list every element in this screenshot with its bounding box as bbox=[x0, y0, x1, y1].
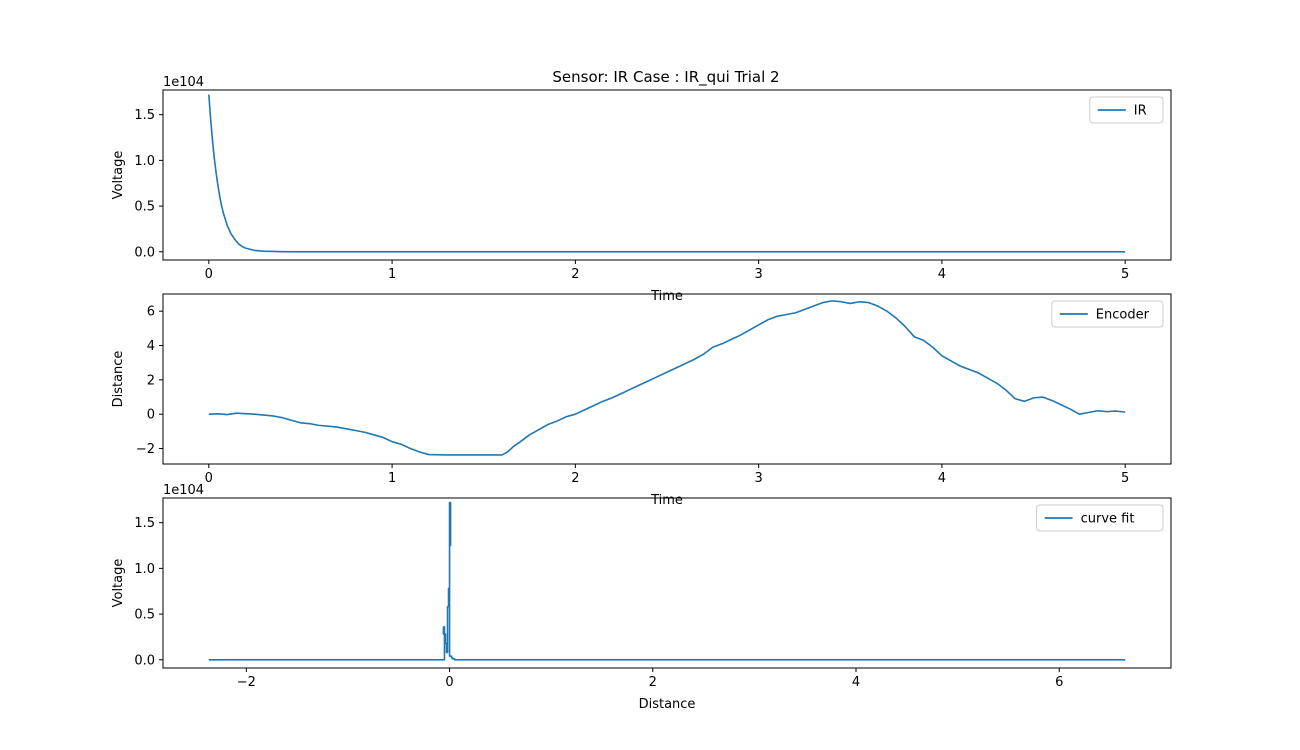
legend: IR bbox=[1089, 96, 1164, 124]
series-line-1 bbox=[208, 94, 1126, 253]
x-tick-label: 0 bbox=[205, 471, 213, 486]
y-offset-label: 1e104 bbox=[163, 75, 204, 90]
y-tick-label: 1.0 bbox=[134, 154, 155, 169]
y-tick-label: 0.0 bbox=[134, 653, 155, 668]
x-tick-label: 0 bbox=[205, 267, 213, 282]
x-tick-label: 2 bbox=[571, 267, 579, 282]
axes-frame bbox=[162, 497, 1172, 669]
x-tick-label: 2 bbox=[649, 675, 657, 690]
y-offset-label: 1e104 bbox=[163, 483, 204, 498]
y-tick-label: 0.5 bbox=[134, 200, 155, 215]
x-tick-label: 4 bbox=[938, 267, 946, 282]
subplot-1: 0 1 2 3 4 5 0.0 0.5 1.0 1.5 Time Voltage 1e104 IR bbox=[111, 75, 1172, 304]
x-axis-label: Time bbox=[650, 289, 683, 304]
x-tick-label: 3 bbox=[754, 471, 762, 486]
subplots: 0 1 2 3 4 5 0.0 0.5 1.0 1.5 Time Voltage 1e104 IR 0 1 2 3… bbox=[111, 75, 1172, 712]
axes-frame bbox=[162, 89, 1172, 261]
x-tick-label: 2 bbox=[571, 471, 579, 486]
x-tick-label: 1 bbox=[388, 471, 396, 486]
y-tick-label: 2 bbox=[147, 373, 155, 388]
x-tick-label: −2 bbox=[237, 675, 256, 690]
x-tick-label: 6 bbox=[1055, 675, 1063, 690]
x-axis-label: Distance bbox=[639, 697, 696, 712]
axes-frame bbox=[162, 293, 1172, 465]
legend-box bbox=[1089, 96, 1164, 124]
y-tick-label: 0.0 bbox=[134, 245, 155, 260]
legend-label: Encoder bbox=[1096, 308, 1150, 323]
y-tick-label: −2 bbox=[136, 442, 155, 457]
y-tick-label: 4 bbox=[147, 339, 155, 354]
y-tick-label: 1.5 bbox=[134, 516, 155, 531]
legend-box bbox=[1051, 300, 1164, 328]
y-tick-label: 0.5 bbox=[134, 608, 155, 623]
y-tick-label: 1.5 bbox=[134, 108, 155, 123]
y-axis-label: Voltage bbox=[111, 559, 126, 608]
figure-title: Sensor: IR Case : IR_qui Trial 2 bbox=[552, 68, 779, 87]
legend-box bbox=[1036, 504, 1164, 532]
y-axis-label: Distance bbox=[111, 351, 126, 408]
x-tick-label: 5 bbox=[1121, 267, 1129, 282]
legend: curve fit bbox=[1036, 504, 1164, 532]
series-line-1 bbox=[208, 300, 1126, 456]
y-tick-label: 6 bbox=[147, 305, 155, 320]
subplot-2: 0 1 2 3 4 5 −2 0 2 4 6 Time Distance Encoder bbox=[111, 293, 1172, 508]
y-tick-label: 0 bbox=[147, 408, 155, 423]
x-tick-label: 3 bbox=[754, 267, 762, 282]
y-tick-label: 1.0 bbox=[134, 562, 155, 577]
series-line-1 bbox=[208, 501, 1126, 661]
x-axis-label: Time bbox=[650, 493, 683, 508]
legend: Encoder bbox=[1051, 300, 1164, 328]
y-axis-label: Voltage bbox=[111, 151, 126, 200]
legend-label: IR bbox=[1134, 104, 1147, 119]
x-tick-label: 0 bbox=[445, 675, 453, 690]
x-tick-label: 1 bbox=[388, 267, 396, 282]
legend-label: curve fit bbox=[1081, 512, 1135, 527]
x-tick-label: 4 bbox=[938, 471, 946, 486]
subplot-3: −2 0 2 4 6 0.0 0.5 1.0 1.5 Distance Voltage 1e104 cu… bbox=[111, 483, 1172, 712]
x-tick-label: 5 bbox=[1121, 471, 1129, 486]
x-tick-label: 4 bbox=[852, 675, 860, 690]
